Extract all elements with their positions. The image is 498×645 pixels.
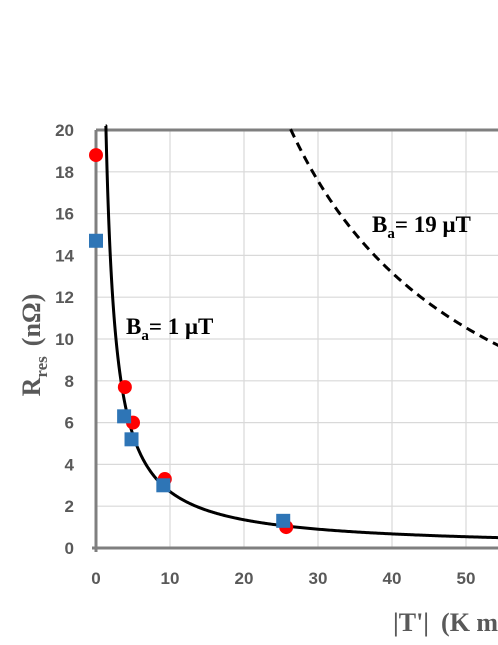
y-tick-label-14: 14 [55, 246, 74, 265]
annotation-ba-1-main: B [126, 314, 141, 339]
x-tick-label-0: 0 [91, 569, 100, 588]
x-tick-label-50: 50 [457, 569, 476, 588]
annotation-ba-1: Ba= 1 μT [126, 314, 213, 344]
annotation-ba-19-rest: = 19 μT [395, 212, 471, 237]
y-tick-label-6: 6 [65, 414, 74, 433]
annotation-ba-19: Ba= 19 μT [372, 212, 471, 242]
y-tick-label-18: 18 [55, 163, 74, 182]
x-tick-label-10: 10 [161, 569, 180, 588]
annotation-ba-19-main: B [372, 212, 387, 237]
y-tick-label-4: 4 [65, 455, 75, 474]
x-axis-label-rest: (K m [441, 608, 498, 637]
annotation-ba-1-rest: = 1 μT [149, 314, 214, 339]
y-axis-label-sub: res [32, 356, 51, 378]
data-point-square-5 [276, 513, 291, 528]
y-tick-labels: 0 2 4 6 8 10 12 14 16 18 20 [55, 121, 74, 558]
annotation-ba-1-sub: a [141, 328, 149, 344]
x-tick-label-40: 40 [383, 569, 402, 588]
y-tick-label-2: 2 [65, 497, 74, 516]
x-tick-label-20: 20 [235, 569, 254, 588]
y-tick-label-10: 10 [55, 330, 74, 349]
data-point-square-1 [89, 233, 103, 248]
x-tick-labels: 0 10 20 30 40 50 [91, 569, 475, 588]
axes [92, 128, 498, 552]
y-tick-label-0: 0 [65, 539, 74, 558]
x-tick-label-30: 30 [309, 569, 328, 588]
y-tick-label-8: 8 [65, 372, 74, 391]
y-axis-label-main: R [17, 377, 46, 396]
x-axis-label-prefix: |T'| [393, 608, 429, 637]
data-point-circle-1 [89, 148, 103, 163]
grid-lines [96, 130, 498, 548]
data-point-square-4 [156, 478, 171, 493]
y-axis-label: Rres (nΩ) [17, 294, 51, 397]
data-points [89, 148, 294, 535]
y-tick-label-12: 12 [55, 288, 74, 307]
data-point-square-2 [117, 409, 132, 424]
data-point-square-3 [124, 432, 139, 447]
fit-curve-2 [289, 128, 498, 347]
y-axis-label-unit: (nΩ) [17, 294, 46, 347]
annotation-ba-19-sub: a [387, 226, 395, 242]
data-point-circle-2 [117, 380, 132, 395]
y-tick-label-20: 20 [55, 121, 74, 140]
x-axis-label: |T'| (K m [393, 608, 498, 637]
y-tick-label-16: 16 [55, 205, 74, 224]
